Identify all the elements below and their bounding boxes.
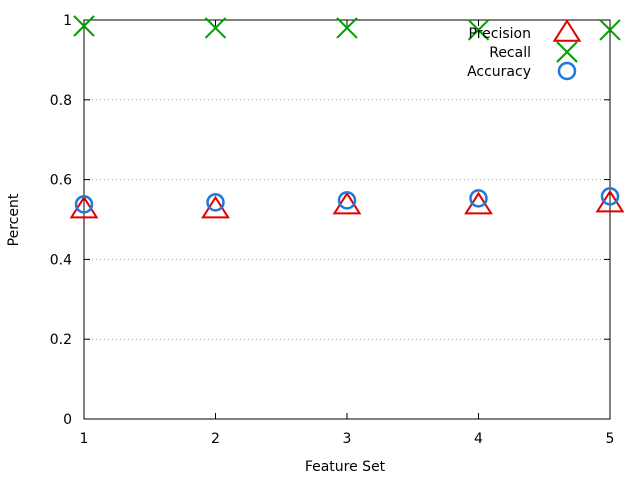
ticks-layer: 0 0.2 0.4 0.6 0.8 1 1 2 3 4 5 [50,13,615,447]
point-recall [336,17,358,39]
x-stroke [467,19,490,41]
x-tick-label: 2 [211,431,220,447]
point-recall [73,15,95,37]
point-accuracy [469,189,488,208]
y-tick-label: 1 [63,13,72,29]
legend-label-accuracy: Accuracy [467,64,531,80]
legend-marker-precision [552,19,582,42]
y-axis-label: Percent [6,193,22,246]
x-stroke [599,19,621,41]
point-recall [599,19,621,41]
x-stroke [73,15,95,37]
x-tick-label: 4 [474,431,483,447]
x-stroke [336,17,358,39]
point-recall [204,17,227,39]
x-tick-label: 5 [606,431,615,447]
marks-layer [69,15,625,219]
y-tick-label: 0.2 [50,332,72,348]
legend-label-precision: Precision [469,26,531,42]
legend: Precision Recall Accuracy [467,19,582,81]
legend-marker-recall [556,41,578,63]
point-accuracy [206,193,225,212]
point-recall [467,19,490,41]
point-accuracy [74,195,94,214]
x-stroke [204,17,227,39]
grid-layer [84,99,610,340]
point-accuracy [600,187,620,206]
legend-label-recall: Recall [489,45,531,61]
y-tick-label: 0 [63,412,72,428]
y-tick-label: 0.4 [50,252,72,268]
x-stroke [556,41,578,63]
plot-frame [83,19,611,420]
point-accuracy [337,191,357,210]
legend-marker-accuracy [557,61,577,81]
x-tick-label: 3 [343,431,352,447]
point-precision [332,191,362,215]
y-tick-label: 0.6 [50,173,72,189]
x-tick-label: 1 [80,431,89,447]
x-axis-label: Feature Set [305,459,386,475]
y-tick-label: 0.8 [50,93,72,109]
